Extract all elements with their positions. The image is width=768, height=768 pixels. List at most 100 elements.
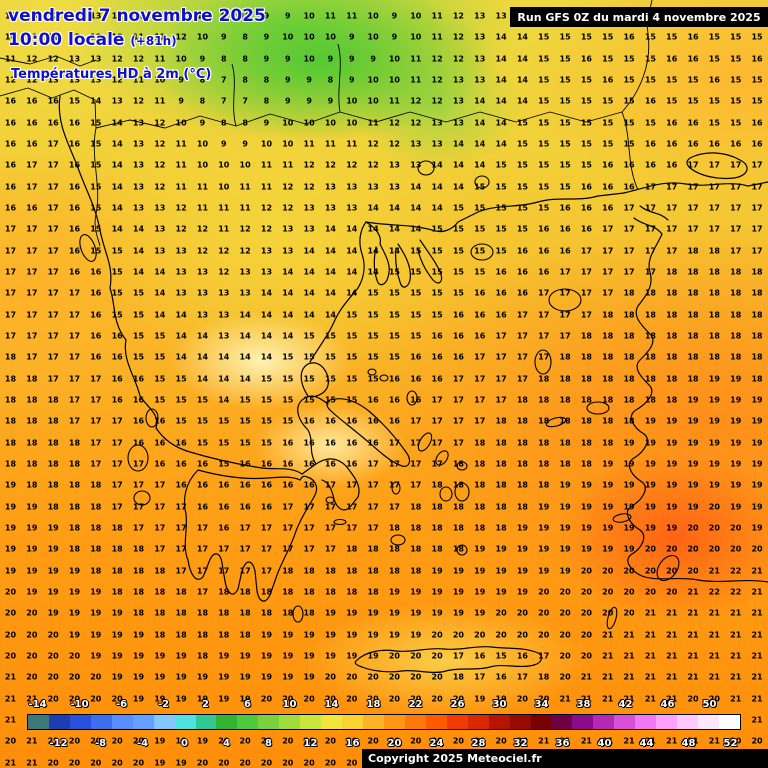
temp-value: 14 [282, 310, 294, 320]
temp-value: 17 [324, 502, 337, 512]
temp-value: 14 [90, 96, 102, 106]
temp-value: 20 [90, 694, 102, 704]
temp-value: 15 [666, 96, 678, 106]
temp-value: 15 [196, 395, 209, 405]
temp-value: 20 [751, 544, 763, 554]
temp-value: 16 [111, 374, 123, 384]
temp-value: 12 [303, 182, 315, 192]
temp-value: 20 [687, 523, 699, 533]
temp-value: 17 [644, 203, 656, 213]
temp-value: 17 [730, 246, 742, 256]
temp-value: 17 [644, 267, 656, 277]
scale-swatch [425, 715, 447, 729]
temp-value: 17 [26, 160, 38, 170]
temp-value: 21 [687, 630, 699, 640]
temp-value: 16 [196, 502, 209, 512]
temp-value: 17 [559, 288, 571, 298]
temp-value: 17 [196, 587, 209, 597]
temp-value: 15 [410, 331, 422, 341]
temp-value: 13 [196, 11, 209, 21]
temp-value: 15 [410, 246, 422, 256]
temp-value: 14 [367, 224, 379, 234]
temp-value: 20 [623, 608, 635, 618]
temp-value: 18 [580, 395, 592, 405]
temp-value: 18 [431, 544, 443, 554]
temp-value: 17 [68, 416, 81, 426]
temp-value: 19 [751, 459, 763, 469]
temp-value: 18 [410, 502, 422, 512]
temp-value: 13 [410, 139, 422, 149]
temp-value: 13 [452, 118, 464, 128]
temp-value: 18 [196, 630, 209, 640]
temp-value: 14 [324, 224, 337, 234]
temp-value: 17 [26, 182, 38, 192]
temp-value: 16 [239, 459, 251, 469]
temp-value: 16 [474, 288, 486, 298]
temp-value: 17 [367, 459, 379, 469]
temp-value: 16 [687, 54, 699, 64]
temp-value: 14 [132, 246, 145, 256]
temp-value: 12 [196, 246, 209, 256]
temp-value: 16 [474, 331, 486, 341]
temp-value: 18 [132, 566, 145, 576]
temp-value: 18 [623, 331, 635, 341]
temp-value: 18 [644, 374, 656, 384]
temp-value: 17 [538, 352, 550, 362]
temp-value: 21 [623, 694, 635, 704]
temp-value: 20 [495, 736, 507, 746]
temp-value: 20 [623, 566, 635, 576]
temp-value: 17 [687, 203, 699, 213]
temp-value: 18 [431, 480, 443, 490]
temp-value: 21 [538, 736, 550, 746]
temp-value: 17 [260, 523, 273, 533]
temp-value: 15 [90, 160, 102, 170]
temp-value: 18 [751, 310, 763, 320]
scale-swatch [363, 715, 384, 729]
temp-value: 19 [90, 608, 102, 618]
temp-value: 12 [260, 224, 273, 234]
temp-value: 20 [4, 630, 17, 640]
temp-value: 20 [410, 672, 422, 682]
temp-value: 16 [538, 246, 550, 256]
temp-value: 21 [687, 651, 699, 661]
temp-value: 18 [111, 587, 123, 597]
temp-value: 13 [239, 288, 251, 298]
temp-value: 19 [730, 459, 742, 469]
temp-value: 15 [751, 32, 763, 42]
temp-value: 17 [644, 224, 656, 234]
temp-value: 17 [47, 246, 59, 256]
temp-value: 19 [666, 459, 678, 469]
temp-value: 14 [196, 331, 209, 341]
temp-value: 17 [580, 288, 592, 298]
temp-value: 16 [68, 118, 81, 128]
temp-value: 16 [602, 75, 614, 85]
temp-value: 11 [260, 182, 273, 192]
temp-value: 13 [431, 139, 443, 149]
temp-value: 21 [26, 694, 38, 704]
temp-value: 19 [516, 544, 528, 554]
temp-value: 19 [218, 672, 230, 682]
temp-value: 17 [666, 203, 678, 213]
scale-swatch [28, 715, 49, 729]
temp-value: 19 [367, 630, 379, 640]
temp-value: 15 [538, 75, 550, 85]
temp-value: 20 [47, 694, 59, 704]
temp-value: 19 [687, 438, 699, 448]
temp-value: 18 [474, 459, 486, 469]
temp-value: 19 [68, 608, 81, 618]
temp-value: 17 [431, 395, 443, 405]
temp-value: 14 [474, 160, 486, 170]
temp-value: 18 [623, 416, 635, 426]
temp-value: 14 [218, 374, 230, 384]
temp-value: 13 [410, 160, 422, 170]
temp-value: 19 [516, 587, 528, 597]
temp-value: 16 [324, 459, 337, 469]
temp-value: 11 [388, 96, 401, 106]
temp-value: 16 [68, 160, 81, 170]
temp-value: 18 [90, 502, 102, 512]
temp-value: 17 [68, 395, 81, 405]
temp-value: 19 [730, 374, 742, 384]
temp-value: 15 [602, 118, 614, 128]
temp-value: 10 [303, 54, 315, 64]
temp-value: 14 [196, 352, 209, 362]
